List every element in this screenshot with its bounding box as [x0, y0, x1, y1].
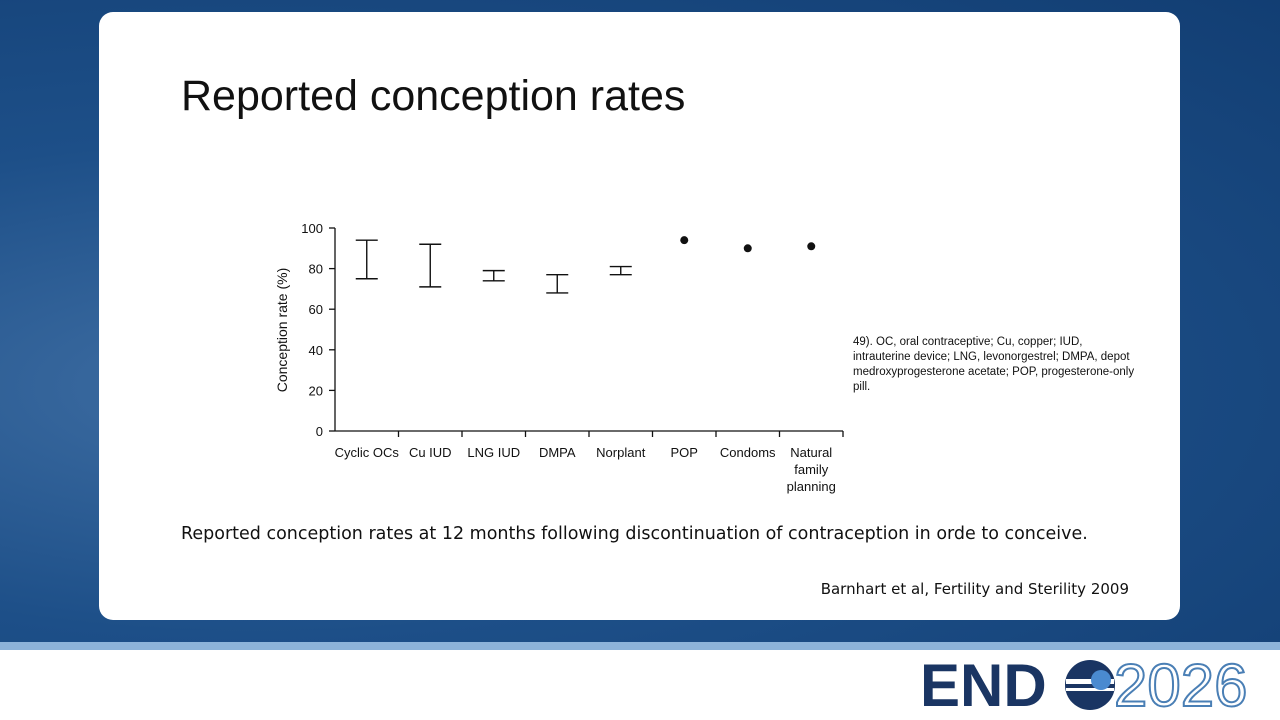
y-axis-label: Conception rate (%) — [274, 268, 290, 393]
point — [807, 242, 816, 251]
logo-word: END — [920, 652, 1047, 719]
x-tick-label: POP — [671, 445, 698, 460]
x-tick-label: DMPA — [539, 445, 576, 460]
logo-globe — [1065, 660, 1115, 710]
x-tick-label: Cu IUD — [409, 445, 452, 460]
point — [680, 236, 689, 245]
y-tick-label: 60 — [309, 302, 323, 317]
logo-year: 2026 — [1114, 652, 1247, 719]
y-tick-label: 80 — [309, 262, 323, 277]
y-tick-label: 0 — [316, 424, 323, 439]
x-tick-label: Cyclic OCs — [335, 445, 400, 460]
x-tick-label: Natural family planning — [787, 445, 836, 494]
card — [99, 12, 1180, 620]
slide-title: Reported conception rates — [181, 72, 686, 120]
y-tick-label: 40 — [309, 343, 323, 358]
footnote: 49). OC, oral contraceptive; Cu, copper;… — [853, 336, 1135, 393]
y-tick-label: 100 — [301, 221, 323, 236]
x-tick-label: Condoms — [720, 445, 776, 460]
caption: Reported conception rates at 12 months f… — [181, 524, 1088, 544]
y-tick-label: 20 — [309, 383, 323, 398]
x-tick-label: LNG IUD — [467, 445, 520, 460]
citation: Barnhart et al, Fertility and Sterility … — [820, 580, 1129, 598]
stripe — [0, 642, 1280, 650]
point — [743, 244, 752, 253]
x-tick-label: Norplant — [596, 445, 646, 460]
